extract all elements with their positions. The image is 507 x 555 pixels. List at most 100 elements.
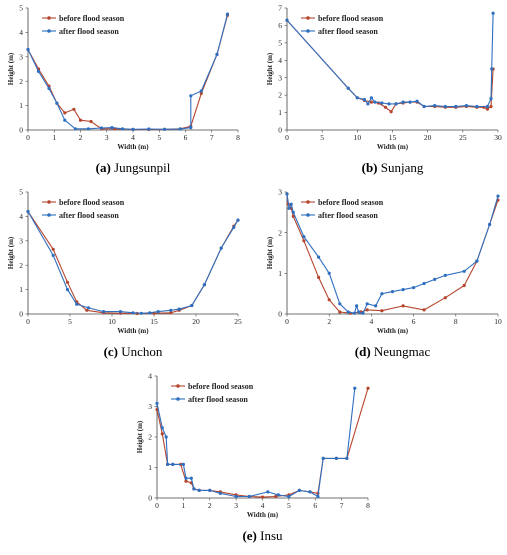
data-point-after — [361, 311, 365, 315]
x-tick-label: 0 — [26, 317, 30, 326]
y-axis-title: Height (m) — [266, 236, 274, 269]
data-point-after — [236, 218, 240, 222]
y-tick-label: 4 — [278, 56, 282, 65]
data-point-after — [75, 302, 79, 306]
data-point-after — [276, 493, 280, 497]
legend-label-before: before flood season — [188, 382, 254, 391]
data-point-after — [485, 104, 489, 109]
legend: before flood season after flood season — [301, 198, 384, 220]
caption-name: Jungsunpil — [111, 160, 171, 175]
data-point-after — [55, 101, 59, 105]
data-point-after — [317, 255, 321, 259]
y-tick-label: 2 — [19, 261, 23, 270]
data-point-after — [162, 127, 167, 131]
y-tick-label: 1 — [278, 108, 282, 117]
data-point-after — [215, 52, 219, 57]
data-point-after — [147, 127, 151, 131]
data-point-before — [338, 310, 342, 314]
data-point-before — [302, 239, 306, 243]
x-tick-label: 7 — [340, 501, 344, 510]
x-tick-label: 25 — [234, 317, 242, 326]
legend-label-after: after flood season — [188, 395, 248, 404]
data-point-after — [99, 126, 104, 130]
chart-sunjang: 0 5 10 15 20 25 30 0 1 2 3 4 5 6 7 Width (m) Height (m) b… — [266, 4, 502, 175]
data-point-after — [321, 456, 325, 460]
x-tick-label: 10 — [494, 317, 502, 326]
data-point-before — [389, 110, 393, 114]
data-point-after — [401, 288, 405, 292]
data-point-before — [160, 432, 164, 436]
data-point-after — [208, 488, 212, 492]
data-point-after — [166, 462, 170, 466]
data-point-after — [197, 488, 201, 492]
data-point-before — [65, 280, 70, 284]
data-point-after — [308, 490, 312, 494]
series-line-after — [286, 193, 499, 314]
data-point-after — [184, 476, 188, 480]
data-point-before — [260, 495, 265, 499]
data-point-after — [189, 126, 193, 130]
data-point-after — [390, 290, 395, 294]
y-tick-label: 1 — [19, 285, 23, 294]
data-point-after — [433, 277, 437, 281]
x-tick-label: 2 — [327, 317, 331, 326]
legend-label-after: after flood season — [59, 211, 119, 220]
panel-caption: (d) Neungmac — [355, 344, 431, 359]
data-point-after — [297, 488, 301, 492]
data-point-before — [89, 119, 93, 124]
x-tick-label: 0 — [26, 133, 30, 142]
data-point-before — [78, 118, 83, 122]
data-point-after — [148, 311, 152, 315]
y-axis-title: Height (m) — [7, 52, 15, 85]
x-tick-label: 4 — [131, 133, 135, 142]
data-point-after — [234, 494, 238, 499]
data-point-after — [422, 104, 426, 109]
data-point-after — [218, 491, 222, 495]
data-point-after — [394, 102, 398, 106]
data-point-after — [334, 456, 338, 460]
caption-name: Neungmac — [371, 344, 431, 359]
chart-neungmac: 0 2 4 6 8 10 0 1 2 3 Width (m) Height (m) before flo… — [266, 188, 502, 359]
data-point-after — [316, 494, 320, 499]
data-point-after — [475, 104, 479, 109]
caption-letter: (a) — [96, 160, 111, 175]
panel-caption: (c) Unchon — [104, 344, 163, 359]
series-line-before — [156, 388, 369, 498]
x-tick-label: 10 — [108, 317, 116, 326]
x-tick-label: 1 — [52, 133, 56, 142]
x-tick-label: 7 — [210, 133, 214, 142]
series-after — [285, 192, 500, 315]
data-point-after — [401, 100, 405, 104]
y-tick-label: 5 — [278, 38, 282, 47]
y-tick-label: 1 — [278, 269, 282, 278]
data-point-after — [415, 99, 419, 103]
data-point-after — [454, 104, 458, 109]
x-axis-title: Width (m) — [377, 327, 409, 335]
legend-label-before: before flood season — [59, 14, 125, 23]
data-point-after — [169, 308, 173, 312]
x-tick-label: 5 — [287, 501, 291, 510]
data-point-after — [178, 127, 182, 131]
y-tick-label: 2 — [19, 77, 23, 86]
caption-letter: (c) — [104, 344, 118, 359]
data-point-after — [192, 487, 196, 491]
x-axis-title: Width (m) — [117, 143, 149, 151]
legend-swatch-marker — [306, 213, 310, 217]
y-tick-label: 2 — [278, 228, 282, 237]
caption-name: Sunjang — [378, 160, 424, 175]
y-tick-label: 0 — [19, 310, 23, 319]
y-tick-label: 4 — [19, 212, 23, 221]
legend: before flood season after flood season — [42, 198, 125, 220]
x-tick-label: 25 — [459, 133, 467, 142]
data-point-after — [357, 310, 361, 314]
data-point-after — [285, 192, 289, 196]
caption-letter: (e) — [242, 528, 256, 543]
data-point-after — [86, 127, 90, 131]
data-point-before — [462, 283, 466, 288]
data-point-after — [232, 225, 236, 229]
data-point-after — [287, 206, 291, 210]
data-point-before — [365, 308, 369, 312]
legend-swatch-marker — [176, 384, 180, 388]
chart-panels: 0 1 2 3 4 5 6 7 8 0 1 2 3 4 5 Width (m) Height (m) before… — [7, 4, 502, 543]
legend-swatch-marker — [47, 200, 51, 204]
